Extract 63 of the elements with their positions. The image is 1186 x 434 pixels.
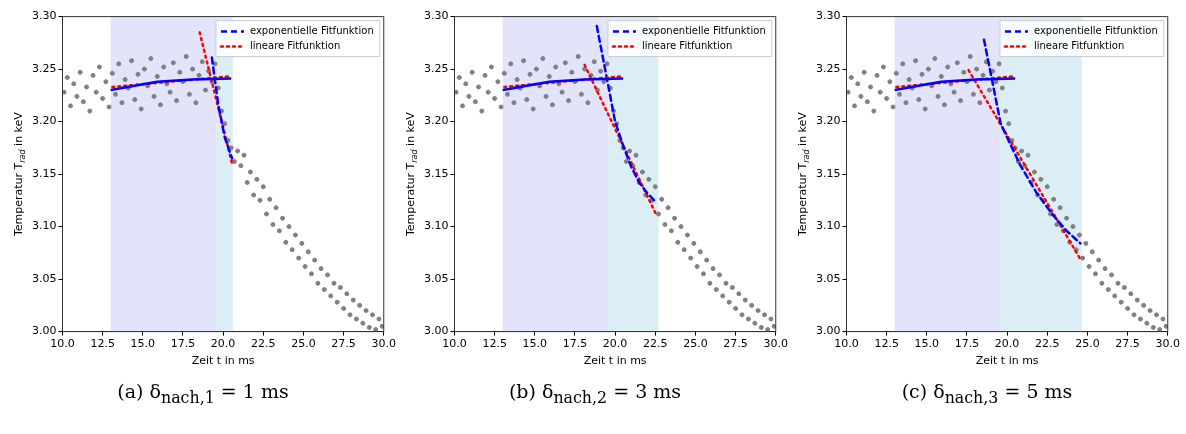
x-tick-label: 30.0 [371,337,396,351]
legend-label: lineare Fitfunktion [249,40,341,52]
x-tick-label: 17.5 [562,337,588,351]
x-tick-label: 30.0 [763,337,788,351]
y-axis-title: Temperatur Trad in keV [12,111,27,238]
x-tick-label: 15.0 [130,337,156,351]
x-tick-label: 22.5 [1035,337,1060,351]
x-tick-label: 30.0 [1155,337,1180,351]
x-tick-label: 12.5 [90,337,115,351]
legend-label: exponentielle Fitfunktion [1033,25,1158,37]
y-tick-label: 3.00 [815,324,841,338]
text: (b) δ$_{nach,2}$ = 3 ms [507,380,683,407]
y-tick-label: 3.10 [815,219,841,233]
x-tick-label: 15.0 [522,337,548,351]
y-tick-label: 3.15 [423,166,449,180]
x-tick-label: 10.0 [50,337,75,351]
x-tick-label: 27.5 [723,337,748,351]
x-tick-label: 17.5 [170,337,196,351]
x-tick-label: 27.5 [331,337,356,351]
y-tick-label: 3.05 [423,271,449,285]
y-tick-label: 3.00 [31,324,57,338]
y-tick-label: 3.20 [815,114,841,128]
y-tick-label: 3.30 [815,9,841,23]
y-tick-label: 3.30 [31,9,57,23]
x-tick-label: 20.0 [602,337,628,351]
x-tick-label: 15.0 [914,337,940,351]
x-tick-label: 10.0 [442,337,467,351]
y-tick-label: 3.30 [423,9,449,23]
x-tick-label: 22.5 [251,337,276,351]
y-tick-label: 3.15 [815,166,841,180]
y-tick-label: 3.10 [31,219,57,233]
x-tick-label: 27.5 [1115,337,1140,351]
y-tick-label: 3.10 [423,219,449,233]
x-tick-label: 25.0 [683,337,708,351]
text: (c) δ$_{nach,3}$ = 5 ms [900,380,1074,407]
x-tick-label: 20.0 [210,337,236,351]
y-tick-label: 3.25 [31,61,57,75]
y-tick-label: 3.20 [423,114,449,128]
legend-label: exponentielle Fitfunktion [641,25,766,37]
legend-label: lineare Fitfunktion [1033,40,1125,52]
x-tick-label: 17.5 [954,337,980,351]
x-tick-label: 25.0 [1075,337,1100,351]
x-axis-title: Zeit t in ms [975,354,1039,368]
y-tick-label: 3.20 [31,114,57,128]
text: (a) δ$_{nach,1}$ = 1 ms [116,380,290,407]
x-axis-title: Zeit t in ms [583,354,647,368]
x-tick-label: 12.5 [482,337,507,351]
x-axis-title: Zeit t in ms [191,354,255,368]
y-axis-title: Temperatur Trad in keV [796,111,811,238]
legend-label: exponentielle Fitfunktion [249,25,374,37]
legend-label: lineare Fitfunktion [641,40,733,52]
y-tick-label: 3.05 [31,271,57,285]
y-tick-label: 3.25 [423,61,449,75]
y-tick-label: 3.00 [423,324,449,338]
y-tick-label: 3.25 [815,61,841,75]
x-tick-label: 10.0 [834,337,859,351]
y-axis-title: Temperatur Trad in keV [404,111,419,238]
y-tick-label: 3.15 [31,166,57,180]
y-tick-label: 3.05 [815,271,841,285]
x-tick-label: 22.5 [643,337,668,351]
x-tick-label: 25.0 [291,337,316,351]
x-tick-label: 20.0 [994,337,1020,351]
x-tick-label: 12.5 [874,337,899,351]
